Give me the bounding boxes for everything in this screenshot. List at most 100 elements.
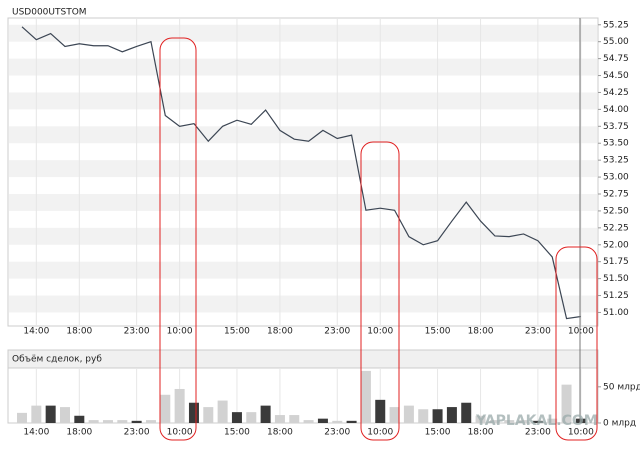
volume-bar bbox=[289, 415, 300, 423]
volume-bar bbox=[174, 388, 185, 423]
x-tick-label: 18:00 bbox=[468, 327, 494, 337]
volume-bar bbox=[475, 415, 486, 423]
highlight bbox=[360, 141, 400, 441]
volume-bar bbox=[489, 420, 500, 423]
volume-bar bbox=[145, 420, 156, 423]
x-tick-label: 23:00 bbox=[525, 327, 551, 337]
x-tick-label: 23:00 bbox=[324, 428, 350, 438]
y-tick-label: 53.75 bbox=[603, 122, 629, 132]
y-tick-label: 54.75 bbox=[603, 54, 629, 64]
volume-title: Объём сделок, руб bbox=[12, 355, 102, 365]
grid-band bbox=[9, 92, 597, 110]
grid-band bbox=[9, 227, 597, 245]
volume-bar bbox=[346, 420, 357, 423]
volume-bar bbox=[389, 407, 400, 423]
volume-bar bbox=[188, 402, 199, 423]
grid-band bbox=[9, 24, 597, 42]
volume-bar bbox=[217, 400, 228, 423]
x-tick-label: 10:00 bbox=[167, 327, 193, 337]
volume-bar bbox=[317, 418, 328, 423]
x-tick-label: 15:00 bbox=[425, 428, 451, 438]
y-tick-label: 53.50 bbox=[603, 139, 629, 149]
highlight bbox=[555, 246, 598, 441]
volume-bar bbox=[303, 420, 314, 423]
volume-bar bbox=[360, 370, 371, 423]
x-tick-label: 18:00 bbox=[66, 327, 92, 337]
volume-bar bbox=[375, 399, 386, 423]
volume-bar bbox=[532, 420, 543, 423]
volume-bar bbox=[160, 394, 171, 423]
x-tick-label: 23:00 bbox=[525, 428, 551, 438]
volume-bar bbox=[575, 418, 586, 423]
volume-bar bbox=[504, 420, 515, 423]
x-tick-label: 10:00 bbox=[367, 428, 393, 438]
y-tick-label: 54.50 bbox=[603, 71, 629, 81]
volume-bar bbox=[432, 409, 443, 423]
volume-bar bbox=[403, 405, 414, 423]
x-tick-label: 15:00 bbox=[224, 428, 250, 438]
volume-bar bbox=[260, 405, 271, 423]
volume-frame bbox=[7, 367, 599, 424]
volume-bar bbox=[518, 420, 529, 423]
volume-bar bbox=[17, 412, 27, 423]
x-tick-label: 15:00 bbox=[224, 327, 250, 337]
volume-bar bbox=[59, 407, 70, 423]
volume-bar bbox=[31, 405, 42, 423]
volume-bar bbox=[461, 402, 472, 423]
chart-title: USD000UTSTOM bbox=[12, 8, 87, 18]
volume-bar bbox=[418, 409, 429, 423]
volume-bar bbox=[45, 405, 56, 423]
y-tick-label: 51.25 bbox=[603, 291, 629, 301]
x-tick-label: 14:00 bbox=[23, 428, 49, 438]
y-tick-label: 52.00 bbox=[603, 240, 629, 250]
x-tick-label: 18:00 bbox=[468, 428, 494, 438]
y-tick-label: 51.50 bbox=[603, 274, 629, 284]
volume-bar bbox=[332, 420, 343, 423]
price-line bbox=[21, 26, 581, 320]
y-tick-label: 51.75 bbox=[603, 257, 629, 267]
volume-bar bbox=[74, 415, 85, 423]
grid-band bbox=[9, 126, 597, 144]
x-tick-label: 15:00 bbox=[425, 327, 451, 337]
volume-bar bbox=[88, 420, 99, 423]
y-tick-label: 50 млрд bbox=[603, 382, 640, 392]
volume-bar bbox=[246, 412, 257, 423]
x-tick-label: 23:00 bbox=[124, 428, 150, 438]
x-tick-label: 18:00 bbox=[66, 428, 92, 438]
volume-bar bbox=[203, 407, 214, 423]
grid-band bbox=[9, 58, 597, 76]
y-tick-label: 51.00 bbox=[603, 308, 629, 318]
y-tick-label: 54.00 bbox=[603, 105, 629, 115]
y-tick-label: 54.25 bbox=[603, 88, 629, 98]
y-tick-label: 52.75 bbox=[603, 190, 629, 200]
grid-band bbox=[9, 194, 597, 211]
highlight bbox=[159, 37, 197, 441]
x-tick-label: 14:00 bbox=[23, 327, 49, 337]
y-tick-label: 55.00 bbox=[603, 37, 629, 47]
x-tick-label: 18:00 bbox=[267, 327, 293, 337]
x-tick-label: 18:00 bbox=[267, 428, 293, 438]
grid-band bbox=[9, 295, 597, 313]
volume-bar bbox=[231, 412, 242, 423]
volume-bar bbox=[446, 407, 457, 423]
y-tick-label: 0 млрд bbox=[603, 419, 636, 429]
x-tick-label: 10:00 bbox=[568, 428, 594, 438]
volume-bar bbox=[547, 418, 558, 423]
y-tick-label: 52.25 bbox=[603, 223, 629, 233]
y-tick-label: 55.25 bbox=[603, 20, 629, 30]
volume-bar bbox=[117, 420, 128, 423]
y-tick-label: 52.50 bbox=[603, 206, 629, 216]
volume-bar bbox=[131, 420, 142, 423]
x-tick-label: 10:00 bbox=[167, 428, 193, 438]
grid-band bbox=[9, 160, 597, 178]
grid-band bbox=[9, 261, 597, 279]
volume-bar bbox=[102, 420, 113, 423]
volume-bar bbox=[274, 415, 285, 423]
volume-bar bbox=[561, 384, 572, 423]
y-tick-label: 53.00 bbox=[603, 173, 629, 183]
watermark: YAPLAKAL.COM bbox=[475, 413, 598, 429]
x-tick-label: 23:00 bbox=[124, 327, 150, 337]
x-tick-label: 10:00 bbox=[568, 327, 594, 337]
x-tick-label: 23:00 bbox=[324, 327, 350, 337]
